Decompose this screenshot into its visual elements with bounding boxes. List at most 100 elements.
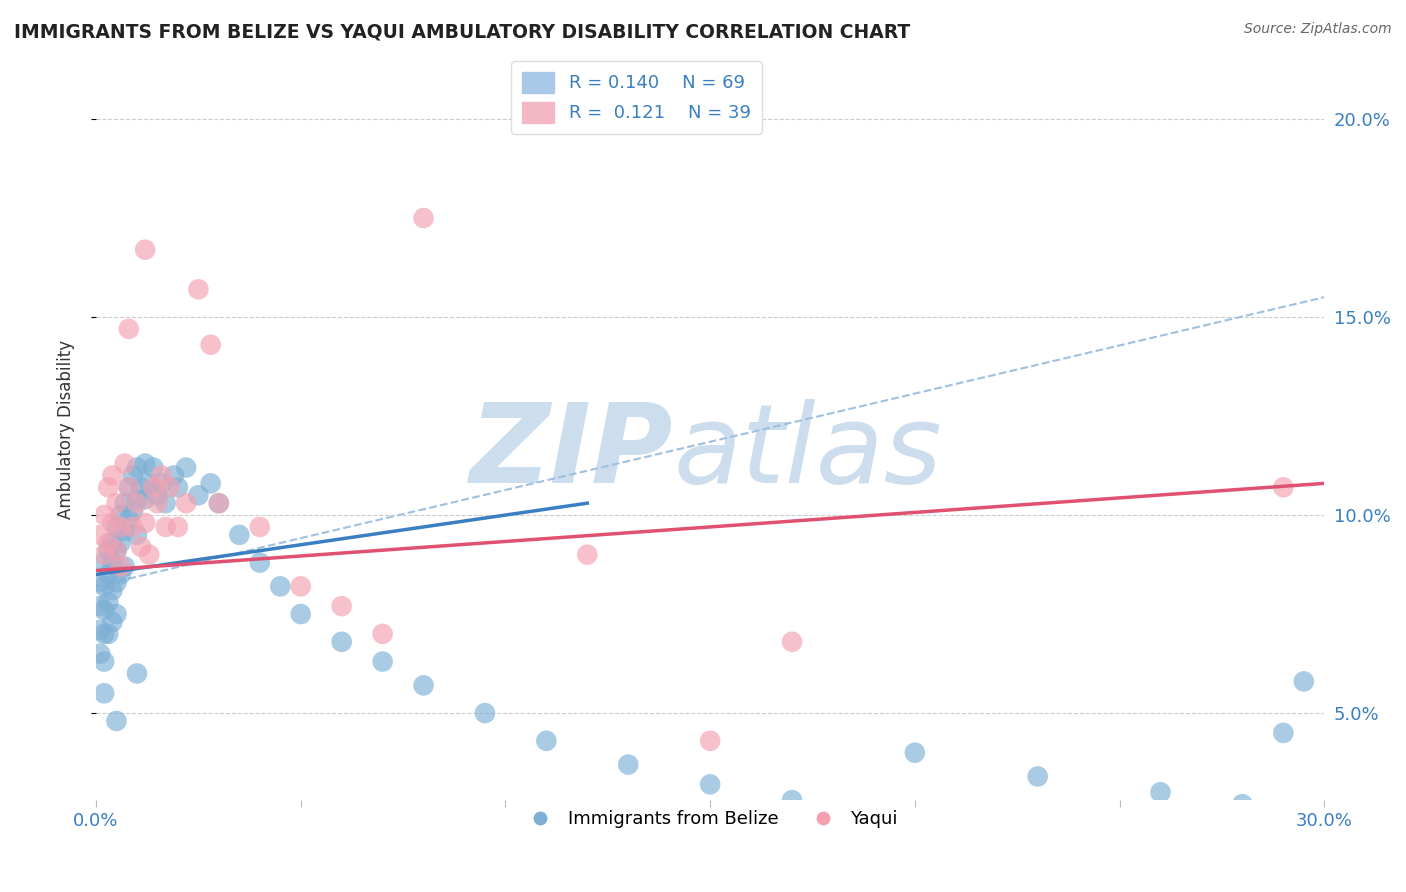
Point: [121, 468, 143, 483]
Point: [114, 496, 136, 510]
Point: [1026, 769, 1049, 783]
Point: [114, 559, 136, 574]
Point: [150, 468, 173, 483]
Point: [89, 599, 111, 614]
Point: [110, 520, 132, 534]
Point: [474, 706, 496, 720]
Point: [904, 746, 927, 760]
Point: [97, 536, 120, 550]
Text: Source: ZipAtlas.com: Source: ZipAtlas.com: [1244, 22, 1392, 37]
Point: [105, 520, 128, 534]
Point: [93, 627, 115, 641]
Point: [167, 480, 190, 494]
Point: [125, 496, 148, 510]
Point: [118, 512, 141, 526]
Point: [330, 599, 353, 614]
Point: [105, 714, 128, 728]
Point: [699, 734, 721, 748]
Point: [134, 492, 156, 507]
Point: [249, 556, 271, 570]
Legend: Immigrants from Belize, Yaqui: Immigrants from Belize, Yaqui: [515, 803, 905, 836]
Point: [699, 777, 721, 791]
Point: [155, 496, 177, 510]
Point: [89, 623, 111, 637]
Point: [118, 480, 141, 494]
Text: IMMIGRANTS FROM BELIZE VS YAQUI AMBULATORY DISABILITY CORRELATION CHART: IMMIGRANTS FROM BELIZE VS YAQUI AMBULATO…: [14, 22, 910, 41]
Point: [93, 508, 115, 522]
Point: [330, 635, 353, 649]
Point: [89, 575, 111, 590]
Point: [114, 457, 136, 471]
Point: [536, 734, 558, 748]
Point: [93, 579, 115, 593]
Point: [134, 243, 156, 257]
Point: [105, 607, 128, 621]
Point: [105, 496, 128, 510]
Point: [93, 556, 115, 570]
Point: [167, 520, 190, 534]
Point: [1292, 674, 1315, 689]
Point: [125, 492, 148, 507]
Point: [249, 520, 271, 534]
Point: [290, 607, 312, 621]
Point: [101, 536, 124, 550]
Point: [187, 282, 209, 296]
Point: [89, 528, 111, 542]
Point: [146, 496, 169, 510]
Point: [101, 615, 124, 629]
Point: [97, 595, 120, 609]
Point: [93, 548, 115, 562]
Point: [780, 635, 803, 649]
Point: [187, 488, 209, 502]
Point: [105, 543, 128, 558]
Point: [290, 579, 312, 593]
Point: [97, 567, 120, 582]
Point: [174, 496, 197, 510]
Point: [101, 516, 124, 530]
Point: [200, 337, 222, 351]
Point: [93, 655, 115, 669]
Point: [97, 627, 120, 641]
Point: [146, 488, 169, 502]
Point: [97, 543, 120, 558]
Y-axis label: Ambulatory Disability: Ambulatory Disability: [58, 341, 75, 519]
Point: [412, 678, 434, 692]
Point: [121, 504, 143, 518]
Point: [371, 627, 394, 641]
Point: [110, 508, 132, 522]
Point: [576, 548, 599, 562]
Point: [155, 520, 177, 534]
Point: [101, 468, 124, 483]
Point: [142, 480, 165, 494]
Point: [93, 603, 115, 617]
Point: [110, 567, 132, 582]
Point: [780, 793, 803, 807]
Point: [208, 496, 231, 510]
Point: [269, 579, 291, 593]
Point: [159, 480, 181, 494]
Point: [150, 476, 173, 491]
Point: [110, 536, 132, 550]
Point: [101, 583, 124, 598]
Point: [121, 520, 143, 534]
Point: [110, 559, 132, 574]
Point: [118, 480, 141, 494]
Point: [371, 655, 394, 669]
Point: [129, 480, 152, 494]
Point: [97, 480, 120, 494]
Point: [89, 647, 111, 661]
Point: [174, 460, 197, 475]
Point: [134, 516, 156, 530]
Point: [1149, 785, 1171, 799]
Point: [134, 457, 156, 471]
Point: [125, 460, 148, 475]
Point: [138, 548, 160, 562]
Point: [114, 524, 136, 538]
Point: [105, 575, 128, 590]
Point: [163, 468, 186, 483]
Point: [228, 528, 250, 542]
Point: [93, 686, 115, 700]
Point: [142, 460, 165, 475]
Point: [617, 757, 640, 772]
Point: [1272, 480, 1295, 494]
